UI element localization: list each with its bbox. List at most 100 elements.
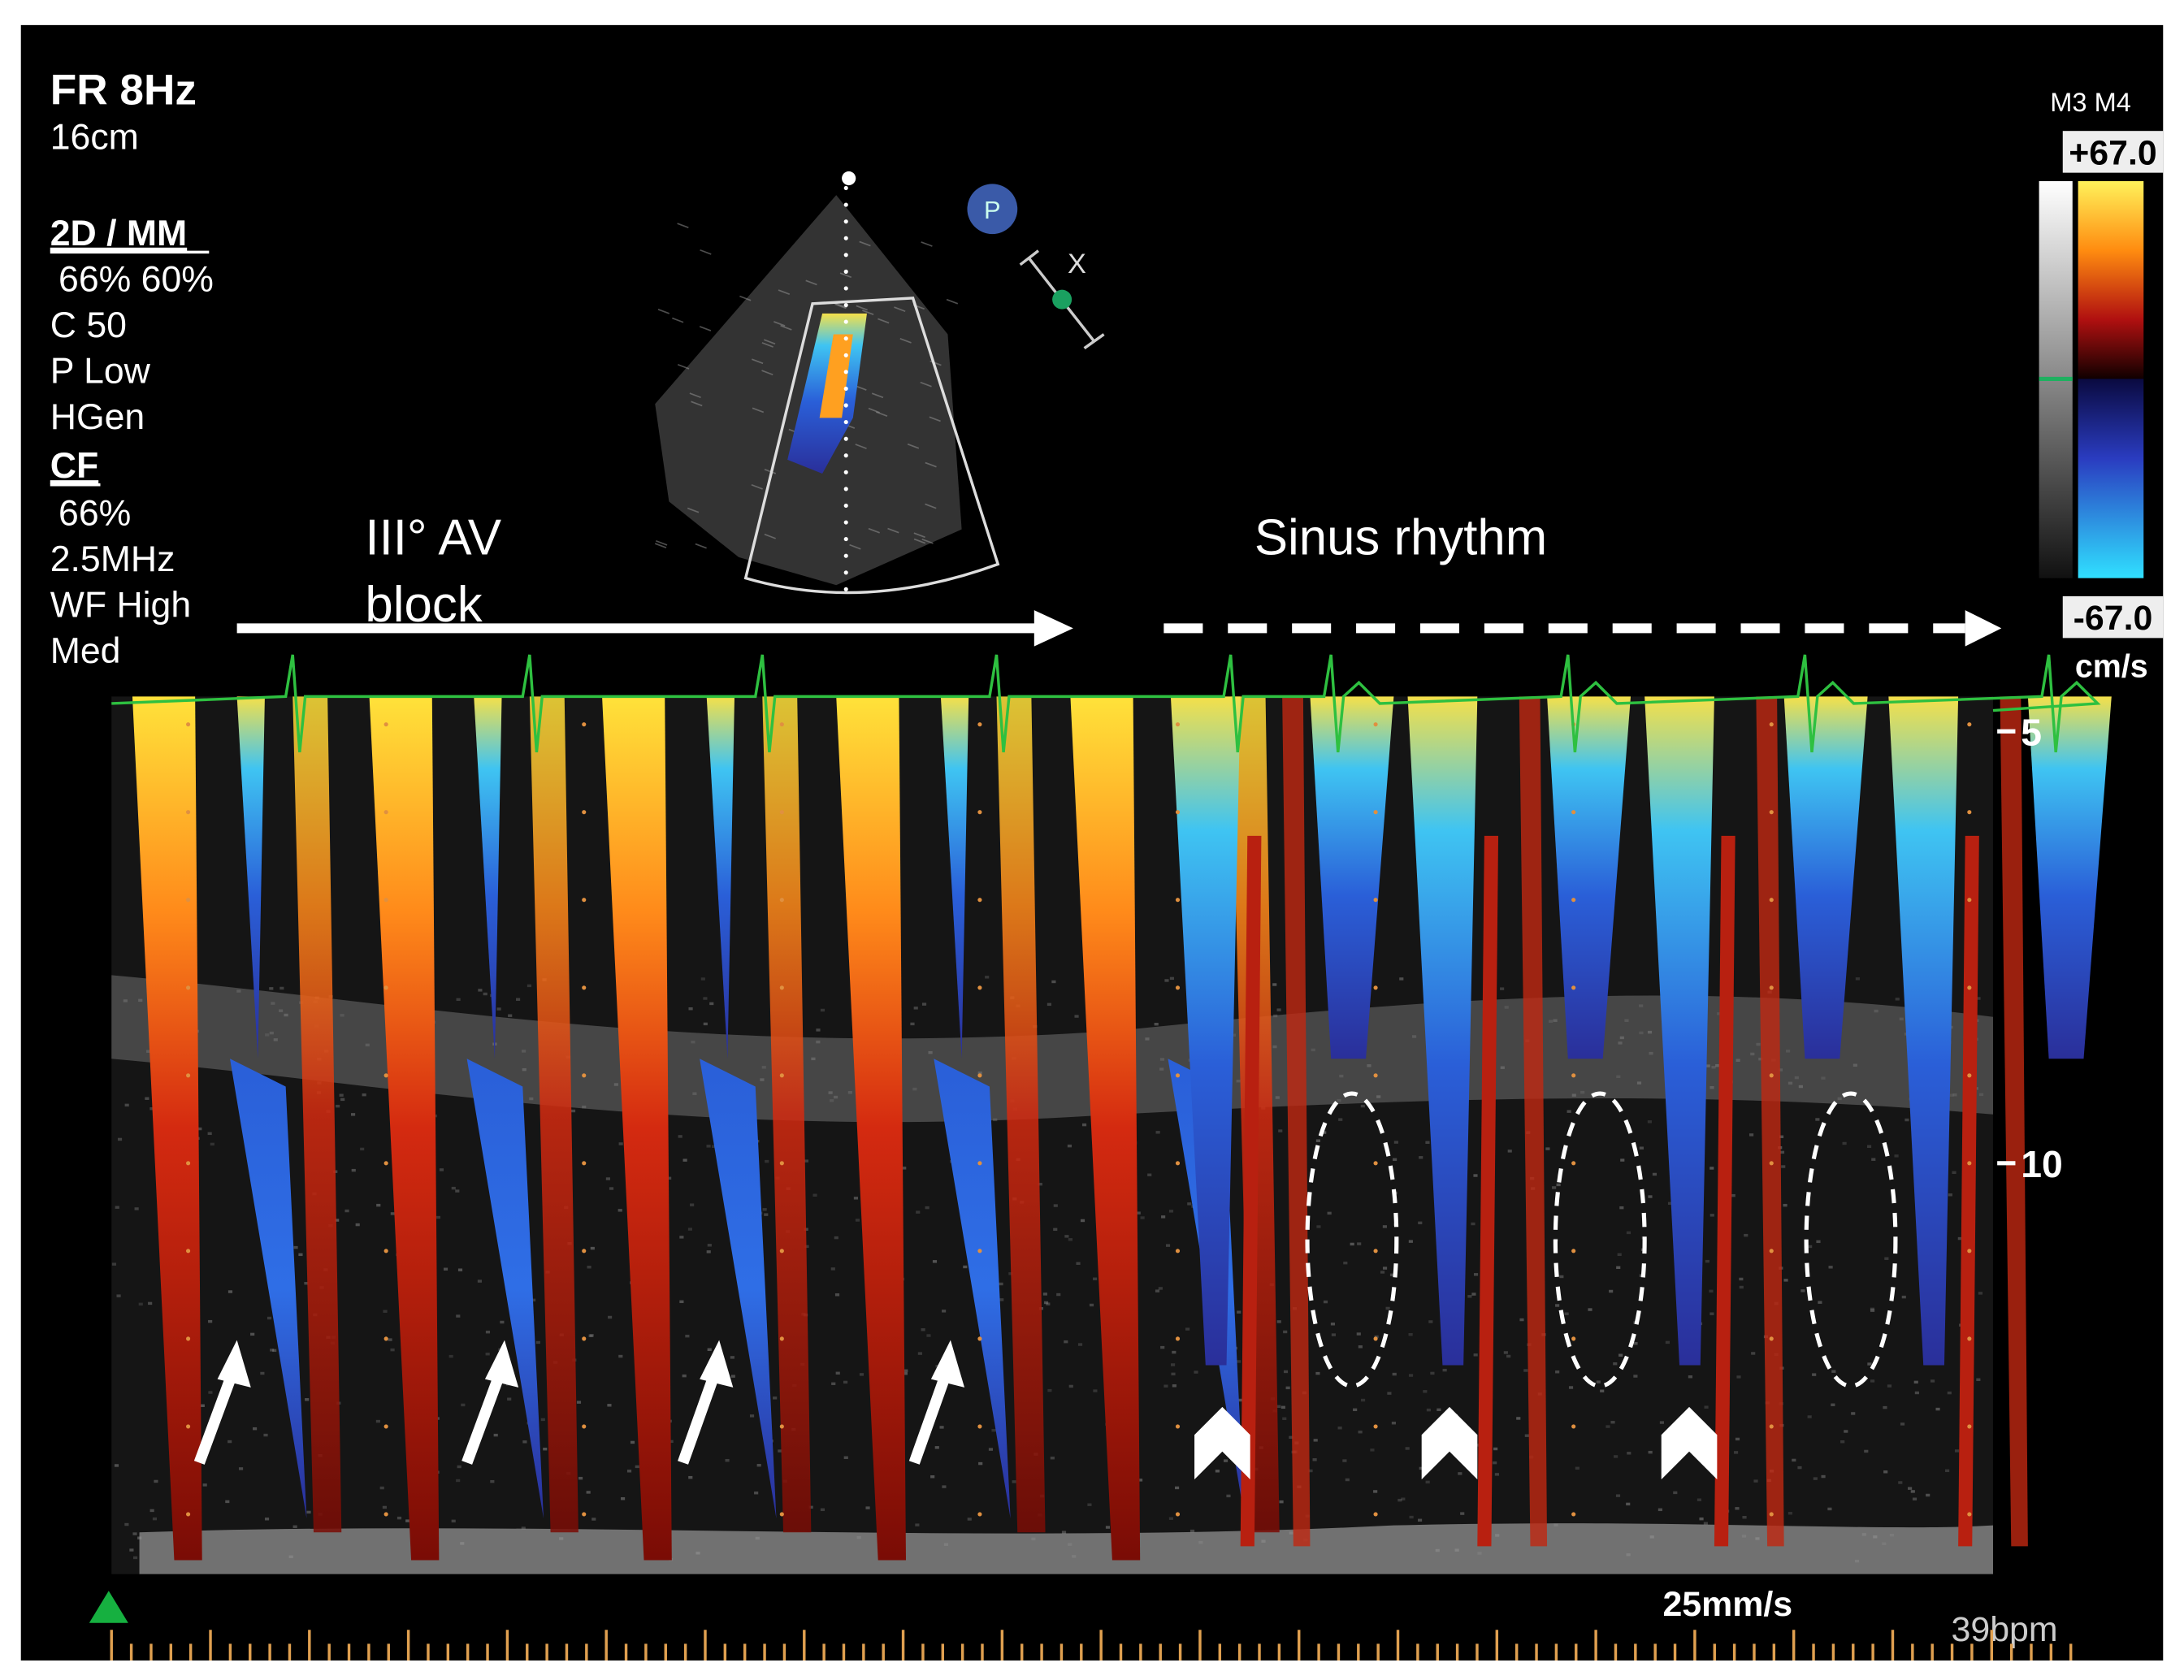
tissue-speckle — [1731, 1193, 1736, 1197]
depth-dot — [186, 898, 191, 903]
depth-dot — [1175, 1424, 1181, 1429]
depth-dot — [186, 1336, 191, 1341]
blue-flow — [940, 696, 969, 1059]
tissue-speckle — [1954, 1449, 1960, 1453]
tissue-speckle — [477, 1279, 482, 1283]
depth-label: 10 — [2021, 1143, 2063, 1185]
depth-dot — [582, 898, 587, 903]
tissue-speckle — [1781, 1165, 1786, 1168]
overlay — [111, 171, 2101, 1480]
tissue-speckle — [1168, 1517, 1174, 1520]
tissue-speckle — [1370, 1448, 1375, 1452]
depth-dot — [1769, 1073, 1774, 1078]
tissue-speckle — [1327, 1211, 1332, 1215]
depth-dot — [779, 810, 784, 815]
tissue-speckle — [1316, 1225, 1321, 1228]
scan-line-dot — [843, 269, 848, 274]
tissue-speckle — [859, 1373, 864, 1376]
time-ruler — [110, 1630, 2073, 1661]
tissue-speckle — [830, 1267, 835, 1271]
tissue-speckle — [1382, 1225, 1387, 1228]
setting-text: P Low — [50, 352, 151, 392]
tissue-speckle — [1172, 1350, 1176, 1354]
tissue-speckle — [270, 1349, 275, 1352]
tissue-speckle — [500, 1320, 505, 1324]
sector-speckle — [871, 392, 884, 399]
tissue-speckle — [1659, 1421, 1664, 1424]
red-flow — [602, 696, 672, 1561]
tissue-speckle — [1187, 1202, 1192, 1206]
tissue-speckle — [1105, 1526, 1111, 1529]
tissue-speckle — [360, 1147, 365, 1151]
tissue-speckle — [129, 1548, 134, 1552]
depth-dot — [384, 1249, 388, 1254]
depth-dot — [384, 1073, 388, 1078]
tissue-speckle — [1315, 1371, 1320, 1375]
tissue-speckle — [202, 1483, 207, 1487]
blue-flow — [706, 696, 735, 1059]
tissue-speckle — [1080, 1219, 1086, 1223]
tissue-speckle — [1812, 1373, 1817, 1376]
sector-speckle — [946, 298, 959, 305]
cursor-dot — [1052, 289, 1072, 310]
tissue-speckle — [942, 1485, 947, 1488]
tissue-speckle — [478, 989, 483, 992]
tissue-speckle — [1739, 1277, 1744, 1281]
tissue-speckle — [1704, 1405, 1709, 1409]
depth-dot — [582, 1249, 587, 1254]
tissue-speckle — [335, 1219, 340, 1222]
tissue-speckle — [926, 1334, 931, 1337]
tissue-speckle — [725, 1458, 730, 1462]
tissue-speckle — [1952, 1171, 1956, 1175]
tissue-speckle — [1155, 1131, 1160, 1134]
sector-speckle — [691, 401, 703, 407]
red-flow — [132, 696, 202, 1561]
tissue-speckle — [1870, 1307, 1875, 1311]
sector-speckle — [761, 342, 774, 348]
red-flow — [1756, 696, 1784, 1547]
tissue-speckle — [1312, 1458, 1317, 1461]
tissue-speckle — [902, 1167, 907, 1170]
tissue-speckle — [1165, 1244, 1171, 1247]
setting-text: 66% — [58, 493, 131, 533]
tissue-speckle — [921, 1002, 927, 1006]
depth-dot — [779, 898, 784, 903]
tissue-speckle — [1736, 1375, 1741, 1379]
tissue-speckle — [344, 1209, 349, 1213]
tissue-band — [111, 975, 1993, 1123]
tissue-speckle — [1818, 1301, 1822, 1304]
tissue-speckle — [749, 1414, 755, 1418]
tissue-speckle — [1895, 998, 1900, 1001]
cursor-label: X — [1068, 249, 1086, 279]
tissue-speckle — [588, 1334, 593, 1337]
sector-speckle — [835, 302, 847, 309]
tissue-speckle — [1914, 1391, 1919, 1395]
tissue-speckle — [1783, 1279, 1788, 1282]
tissue-speckle — [756, 1463, 761, 1467]
depth-dot — [582, 810, 587, 815]
tissue-speckle — [1172, 1384, 1176, 1388]
sector-speckle — [925, 503, 937, 509]
tissue-speckle — [1282, 1417, 1287, 1421]
tissue-speckle — [682, 1374, 687, 1378]
tissue-speckle — [306, 1510, 311, 1514]
tissue-speckle — [1158, 1287, 1163, 1290]
setting-text: 2D / MM — [50, 214, 187, 253]
annotation-sinus: Sinus rhythm — [1254, 509, 1547, 565]
tissue-speckle — [376, 1203, 381, 1207]
scan-line-dot — [843, 236, 848, 240]
tissue-speckle — [1046, 1302, 1051, 1305]
tissue-speckle — [208, 1391, 213, 1394]
tissue-speckle — [1161, 1215, 1166, 1219]
tissue-speckle — [804, 1245, 809, 1249]
sector-speckle — [913, 538, 926, 544]
tissue-speckle — [1276, 1320, 1281, 1323]
tissue-speckle — [1866, 1145, 1872, 1148]
tissue-speckle — [1887, 1384, 1892, 1388]
tissue-speckle — [1308, 1469, 1313, 1473]
tissue-speckle — [903, 1372, 908, 1375]
tissue-speckle — [1620, 1158, 1625, 1162]
depth-dot — [1373, 1512, 1378, 1517]
depth-dot — [1769, 898, 1774, 903]
tissue-speckle — [1164, 1384, 1168, 1388]
